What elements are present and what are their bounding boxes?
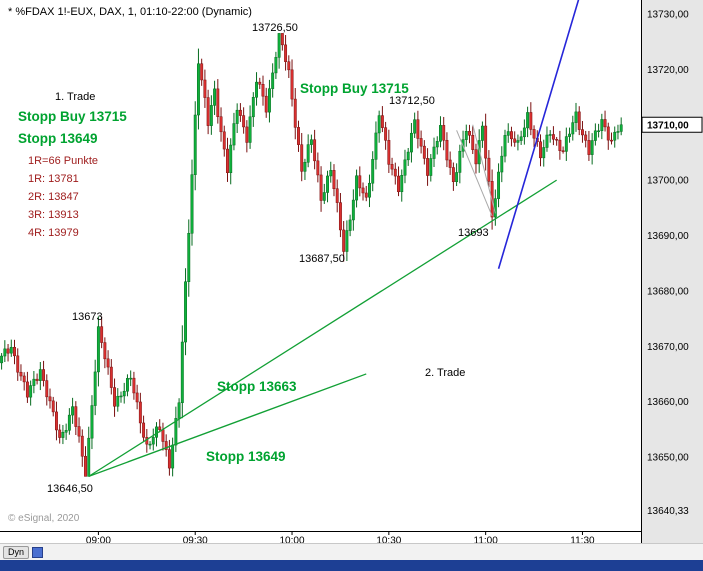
- trendline-main[interactable]: [88, 179, 557, 477]
- last-price-badge: [641, 116, 703, 133]
- y-axis-label: 13640,33: [647, 506, 689, 517]
- annotation-risk-1r[interactable]: 1R: 13781: [28, 173, 79, 185]
- annotation-low-13646-label[interactable]: 13646,50: [47, 483, 93, 495]
- annotation-risk-2r[interactable]: 2R: 13847: [28, 191, 79, 203]
- annotation-trade-1-label[interactable]: 1. Trade: [55, 91, 95, 103]
- annotation-stopp-buy-13715-left[interactable]: Stopp Buy 13715: [18, 109, 127, 124]
- annotation-risk-points[interactable]: 1R=66 Punkte: [28, 155, 98, 167]
- y-axis-label: 13700,00: [647, 176, 689, 187]
- impulse-line[interactable]: [497, 0, 580, 269]
- y-axis-label: 13690,00: [647, 231, 689, 242]
- x-axis-label: 10:00: [280, 536, 305, 544]
- last-price-label: 13710,00: [647, 120, 689, 131]
- y-axis-label: 13720,00: [647, 65, 689, 76]
- annotation-low-13693-label[interactable]: 13693: [458, 227, 489, 239]
- horizontal-scrollbar[interactable]: [0, 560, 703, 571]
- annotation-stopp-buy-13715-center[interactable]: Stopp Buy 13715: [300, 81, 409, 96]
- footer-toolbar: Dyn: [0, 543, 703, 560]
- annotation-stopp-13663-label[interactable]: Stopp 13663: [217, 379, 297, 394]
- annotation-risk-3r[interactable]: 3R: 13913: [28, 209, 79, 221]
- price-chart-canvas[interactable]: 13726,50 1. Trade Stopp Buy 13715 Stopp 136…: [0, 0, 703, 543]
- annotation-high-13712-label[interactable]: 13712,50: [389, 95, 435, 107]
- trendline-secondary[interactable]: [88, 373, 367, 477]
- annotation-stopp-13649-left[interactable]: Stopp 13649: [18, 131, 98, 146]
- y-axis-label: 13650,00: [647, 453, 689, 464]
- x-axis-label: 11:30: [570, 536, 595, 544]
- measure-line-1[interactable]: [456, 130, 493, 217]
- x-axis-label: 09:30: [183, 536, 208, 544]
- chart-title: * %FDAX 1!-EUX, DAX, 1, 01:10-22:00 (Dyn…: [8, 6, 252, 18]
- dyn-mode-icon[interactable]: [32, 546, 44, 558]
- x-axis-label: 10:30: [376, 536, 401, 544]
- annotation-risk-4r[interactable]: 4R: 13979: [28, 227, 79, 239]
- dyn-button[interactable]: Dyn: [3, 545, 30, 559]
- annotation-low-13687-label[interactable]: 13687,50: [299, 253, 345, 265]
- y-axis-label: 13660,00: [647, 397, 689, 408]
- x-axis-label: 11:00: [474, 536, 499, 544]
- x-axis-label: 09:00: [86, 536, 111, 544]
- y-axis-label: 13730,00: [647, 10, 689, 21]
- price-axis-panel[interactable]: [641, 0, 703, 543]
- measure-line-2[interactable]: [472, 124, 496, 214]
- y-axis-label: 13680,00: [647, 286, 689, 297]
- y-axis-label: 13670,00: [647, 342, 689, 353]
- annotation-stopp-13649-trend[interactable]: Stopp 13649: [206, 449, 286, 464]
- annotation-trade-2-label[interactable]: 2. Trade: [425, 367, 465, 379]
- annotation-high-13673-label[interactable]: 13673: [72, 311, 103, 323]
- copyright-label: © eSignal, 2020: [8, 513, 80, 524]
- annotation-high-13726-label[interactable]: 13726,50: [252, 22, 298, 34]
